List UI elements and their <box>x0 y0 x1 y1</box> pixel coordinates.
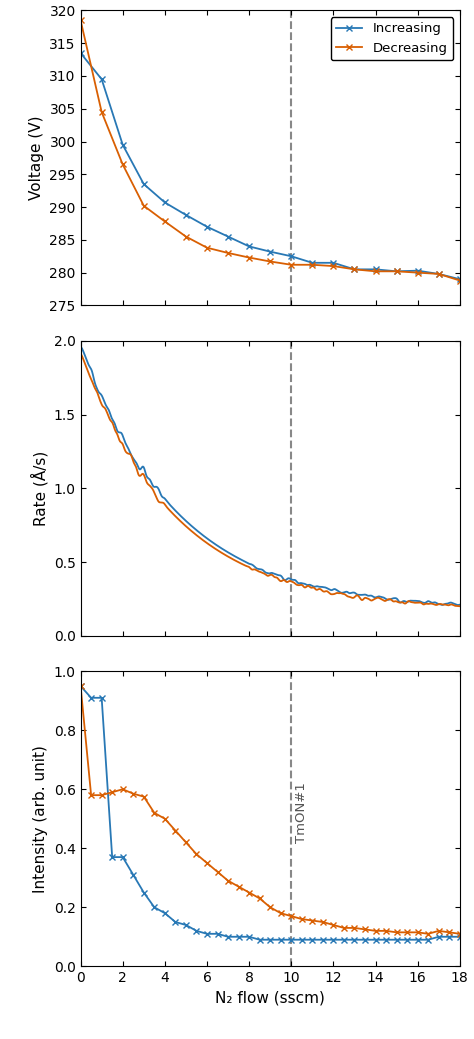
Decreasing <box>141 199 146 212</box>
Increasing <box>415 265 420 277</box>
Increasing <box>373 263 378 275</box>
Decreasing <box>457 274 463 287</box>
Increasing <box>330 257 336 269</box>
Legend: Increasing, Decreasing: Increasing, Decreasing <box>331 17 453 60</box>
Y-axis label: Intensity (arb. unit): Intensity (arb. unit) <box>33 745 48 893</box>
Increasing <box>99 73 104 85</box>
X-axis label: N₂ flow (sscm): N₂ flow (sscm) <box>215 991 325 1006</box>
Decreasing <box>183 231 189 243</box>
Increasing <box>78 47 83 59</box>
Increasing <box>288 250 294 263</box>
Increasing <box>394 265 400 277</box>
Increasing <box>310 257 315 269</box>
Text: TmON#1: TmON#1 <box>295 782 309 844</box>
Decreasing <box>352 263 357 275</box>
Increasing <box>120 138 126 151</box>
Decreasing <box>415 266 420 278</box>
Line: Increasing: Increasing <box>77 50 463 283</box>
Decreasing <box>288 259 294 271</box>
Increasing <box>267 245 273 258</box>
Increasing <box>141 178 146 190</box>
Increasing <box>225 231 231 243</box>
Decreasing <box>225 246 231 259</box>
Increasing <box>183 209 189 221</box>
Decreasing <box>99 106 104 118</box>
Decreasing <box>394 265 400 277</box>
Increasing <box>457 273 463 286</box>
Decreasing <box>120 158 126 170</box>
Decreasing <box>78 14 83 26</box>
Decreasing <box>373 265 378 277</box>
Line: Decreasing: Decreasing <box>77 17 463 284</box>
Y-axis label: Rate (Å/s): Rate (Å/s) <box>31 451 48 526</box>
Decreasing <box>330 260 336 272</box>
Decreasing <box>204 241 210 254</box>
Increasing <box>162 196 168 209</box>
Decreasing <box>310 259 315 271</box>
Increasing <box>436 268 442 281</box>
Decreasing <box>162 215 168 228</box>
Increasing <box>352 263 357 275</box>
Decreasing <box>436 268 442 281</box>
Increasing <box>204 220 210 233</box>
Decreasing <box>246 251 252 264</box>
Y-axis label: Voltage (V): Voltage (V) <box>29 115 44 201</box>
Decreasing <box>267 256 273 268</box>
Increasing <box>246 240 252 252</box>
